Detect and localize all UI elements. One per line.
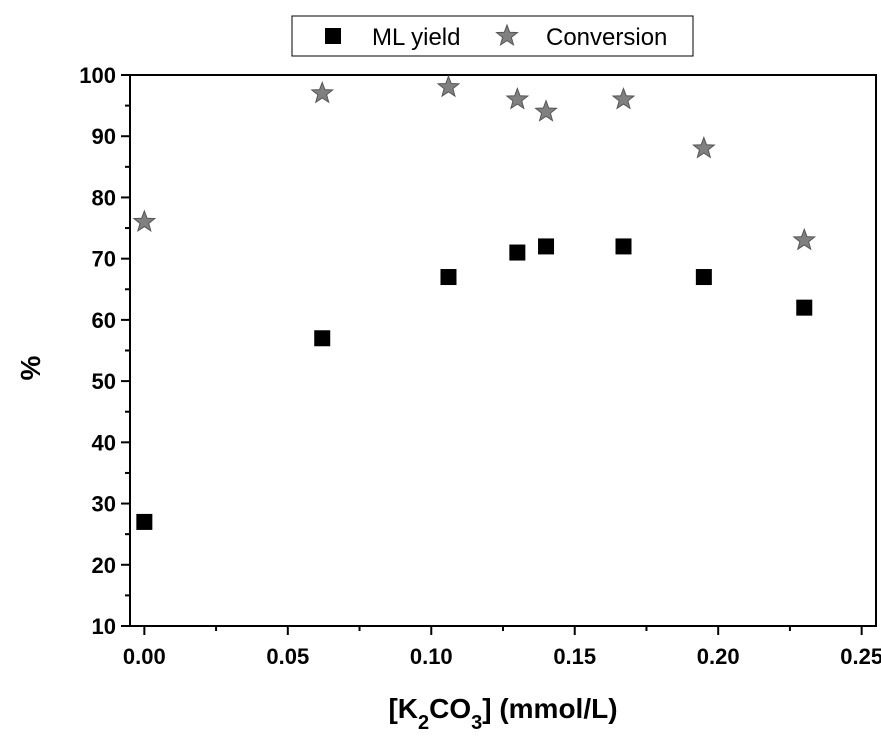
x-tick-label: 0.10 <box>410 644 453 669</box>
data-point-ml-yield <box>696 269 712 285</box>
data-point-conversion <box>312 82 333 102</box>
y-tick-label: 30 <box>92 492 116 517</box>
x-axis-title-sub2: 3 <box>471 712 482 734</box>
data-point-ml-yield <box>509 245 525 261</box>
y-tick-label: 80 <box>92 185 116 210</box>
x-tick-label: 0.20 <box>697 644 740 669</box>
data-point-conversion <box>693 137 714 157</box>
data-point-ml-yield <box>440 269 456 285</box>
y-tick-label: 50 <box>92 369 116 394</box>
data-point-conversion <box>134 211 155 231</box>
plot-area-frame <box>130 75 876 626</box>
x-axis-title-sub1: 2 <box>418 712 429 734</box>
data-point-ml-yield <box>136 514 152 530</box>
y-tick-label: 90 <box>92 124 116 149</box>
x-axis-title: [K2CO3] (mmol/L) <box>388 693 617 734</box>
data-point-ml-yield <box>538 238 554 254</box>
data-point-ml-yield <box>616 238 632 254</box>
y-tick-label: 10 <box>92 614 116 639</box>
data-point-conversion <box>438 76 459 96</box>
x-axis-title-suffix: ] (mmol/L) <box>482 693 617 724</box>
y-tick-label: 60 <box>92 308 116 333</box>
data-point-conversion <box>507 88 528 108</box>
legend: ML yield Conversion <box>292 16 693 56</box>
data-point-ml-yield <box>314 330 330 346</box>
x-axis-title-mid: CO <box>429 693 471 724</box>
x-tick-label: 0.05 <box>266 644 309 669</box>
data-point-ml-yield <box>796 300 812 316</box>
data-point-conversion <box>794 229 815 249</box>
data-point-conversion <box>536 101 557 121</box>
y-tick-label: 20 <box>92 553 116 578</box>
legend-marker-ml-yield <box>325 28 341 44</box>
y-tick-label: 100 <box>79 63 116 88</box>
x-tick-label: 0.00 <box>123 644 166 669</box>
y-axis-title: % <box>15 355 46 380</box>
data-point-conversion <box>613 88 634 108</box>
x-tick-label: 0.15 <box>553 644 596 669</box>
x-axis-title-prefix: [K <box>388 693 418 724</box>
legend-label-ml-yield: ML yield <box>372 24 460 51</box>
y-tick-label: 40 <box>92 430 116 455</box>
legend-label-conversion: Conversion <box>546 24 667 51</box>
y-tick-label: 70 <box>92 247 116 272</box>
x-tick-label: 0.25 <box>840 644 881 669</box>
